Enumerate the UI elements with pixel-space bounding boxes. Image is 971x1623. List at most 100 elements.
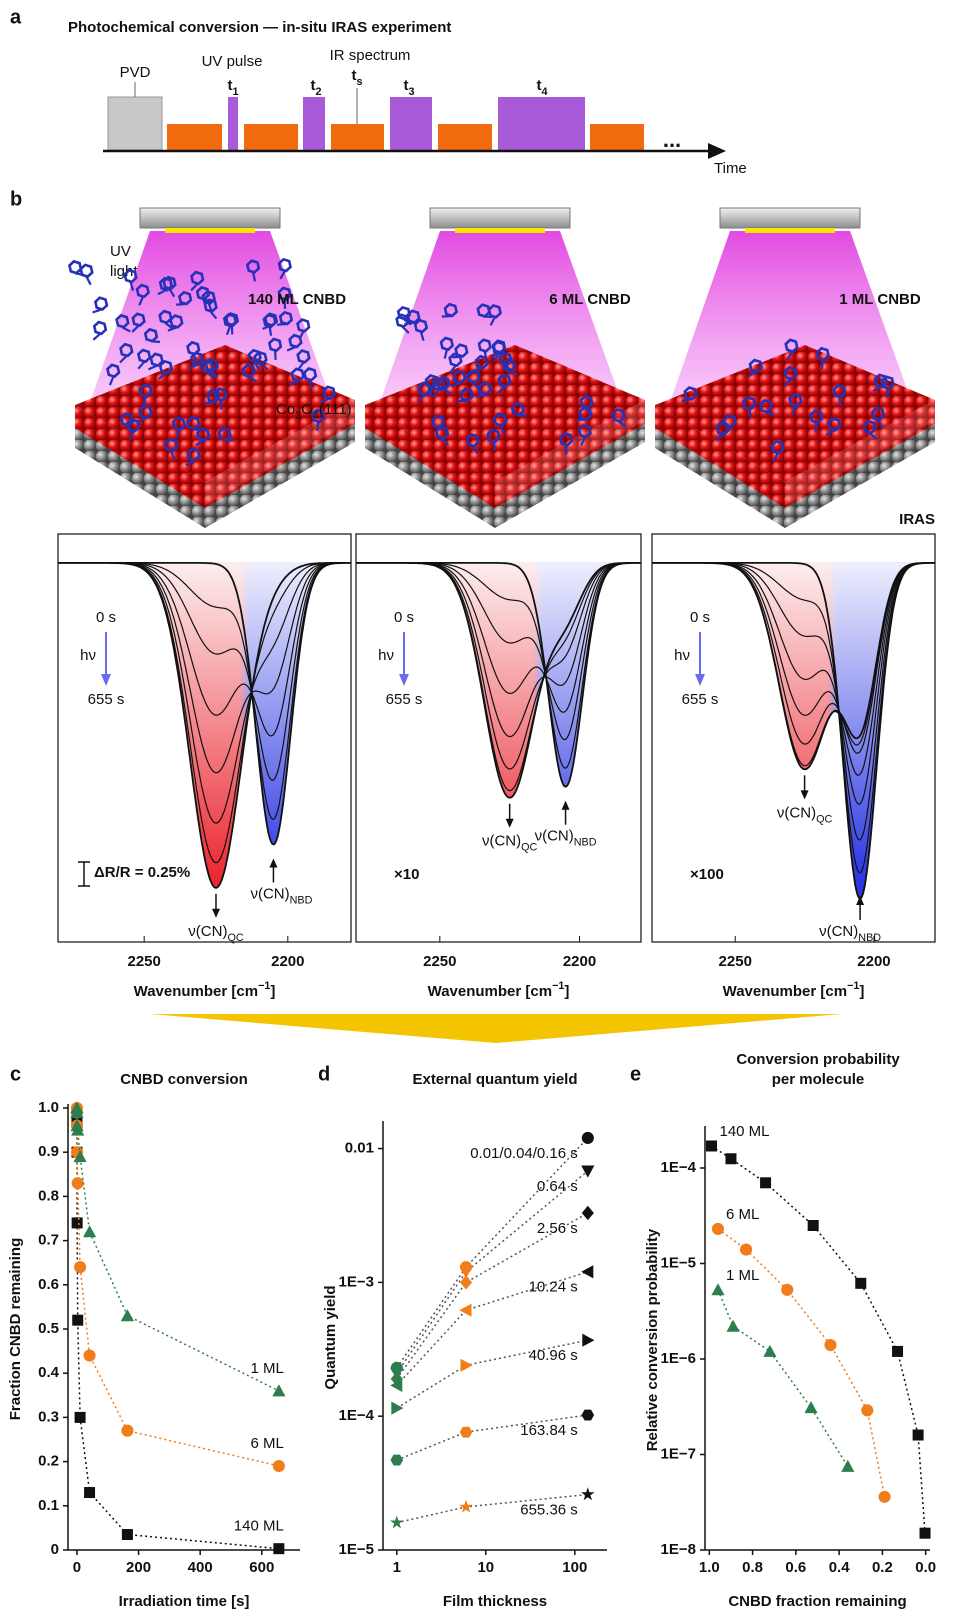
molecule-ring (770, 439, 785, 455)
pulse-label-part: t (536, 77, 541, 94)
timeline-schematic (103, 82, 726, 159)
molecule-bond (872, 385, 882, 393)
molecule-bond (483, 315, 493, 319)
peak-label: ν(CN)QC (777, 804, 833, 825)
molecule-ring (213, 387, 228, 402)
molecule-ring (196, 427, 211, 442)
molecule-bond (252, 272, 257, 282)
fit-line (76, 1112, 279, 1550)
marker (581, 1409, 595, 1421)
molecule-bond (497, 385, 506, 394)
molecule-bond (580, 436, 586, 446)
marker (459, 1303, 472, 1317)
molecule-bond (209, 310, 218, 320)
molecule-ring (288, 333, 303, 349)
peak-label: ν(CN)NBD (819, 923, 881, 944)
pulse-label-part: 3 (408, 86, 414, 98)
peak-label-part: QC (816, 813, 832, 825)
y-tick-label: 0.6 (38, 1276, 59, 1293)
series-label: 6 ML (726, 1206, 759, 1223)
x-tick-label: 0.2 (872, 1559, 893, 1576)
molecule-bond (504, 364, 513, 373)
ir-block (244, 124, 298, 150)
marker (391, 1401, 404, 1415)
molecule-bond (108, 376, 115, 386)
time-arrowhead (708, 143, 726, 159)
x-tick-label: 0.0 (915, 1559, 936, 1576)
molecule-bond (772, 452, 779, 462)
x-tick-label: 2200 (857, 953, 890, 970)
molecule-bond (142, 396, 147, 406)
marker (582, 1333, 595, 1347)
pulse-label-part: t (227, 77, 232, 94)
molecule-bond (681, 398, 691, 402)
panel-letter: d (318, 1063, 330, 1085)
y-tick-label: 1E−7 (661, 1445, 696, 1462)
molecule-ring (186, 447, 201, 462)
peak-label: ν(CN)QC (482, 833, 538, 854)
fit-line (396, 1170, 589, 1374)
molecule-bond (85, 276, 92, 286)
molecule-ring (201, 290, 216, 305)
molecule-bond (492, 441, 496, 451)
molecule-ring (302, 367, 318, 382)
molecule-ring (190, 270, 205, 286)
molecule-bond (441, 437, 450, 446)
molecule-ring (826, 417, 842, 432)
series-label: 0.64 s (537, 1178, 578, 1195)
molecule-ring (123, 268, 138, 284)
series-label: 1 ML (250, 1360, 283, 1377)
sample-label: 1 ML CNBD (839, 291, 921, 308)
x-axis-label-part: Wavenumber [cm (134, 983, 258, 1000)
x-tick-label: 2250 (127, 953, 160, 970)
molecule-bond (748, 409, 753, 419)
molecule-ring (267, 337, 283, 353)
marker (781, 1283, 794, 1296)
marker (726, 1319, 740, 1332)
series-label: 40.96 s (529, 1347, 578, 1364)
substrate-side (785, 400, 935, 508)
molecule-ring (474, 354, 489, 370)
marker (272, 1459, 285, 1473)
marker (581, 1487, 595, 1501)
series-label: 2.56 s (537, 1220, 578, 1237)
molecule-ring (136, 348, 152, 364)
marker (121, 1529, 133, 1541)
molecule-ring (491, 340, 506, 356)
molecule-ring (465, 433, 480, 448)
marker (804, 1401, 818, 1414)
y-tick-label: 1E−5 (339, 1541, 374, 1558)
x-axis-label: Irradiation time [s] (119, 1593, 250, 1610)
y-tick-label: 1E−8 (661, 1541, 696, 1558)
uv-block (498, 97, 585, 150)
marker (807, 1219, 819, 1231)
uv-block (303, 97, 325, 150)
molecule-ring (169, 314, 184, 329)
marker (824, 1338, 837, 1352)
x-axis-label: CNBD fraction remaining (728, 1593, 906, 1610)
molecule-ring (788, 392, 803, 408)
fit-line (717, 1289, 849, 1467)
y-tick-label: 1E−4 (661, 1159, 697, 1176)
pulse-label: t4 (536, 77, 547, 98)
x-axis-label-part: ] (859, 983, 864, 1000)
molecule-ring (92, 320, 108, 336)
molecule-bond (190, 283, 199, 292)
peak-arrowhead (856, 896, 865, 905)
start-time: 0 s (394, 609, 414, 626)
substrate-front (655, 405, 785, 508)
fit-line (76, 1108, 280, 1467)
molecule-ring (290, 367, 305, 383)
marker (70, 1105, 84, 1118)
molecule-ring (722, 414, 737, 429)
x-axis-label-part: ] (564, 983, 569, 1000)
molecule-ring (809, 409, 824, 424)
molecule-bond (188, 363, 198, 370)
molecule-ring (93, 296, 109, 311)
molecule-bond (617, 420, 627, 428)
x-tick-label: 100 (562, 1559, 587, 1576)
molecule-bond (472, 382, 481, 391)
lamp (719, 207, 861, 229)
molecule-bond (450, 381, 460, 388)
